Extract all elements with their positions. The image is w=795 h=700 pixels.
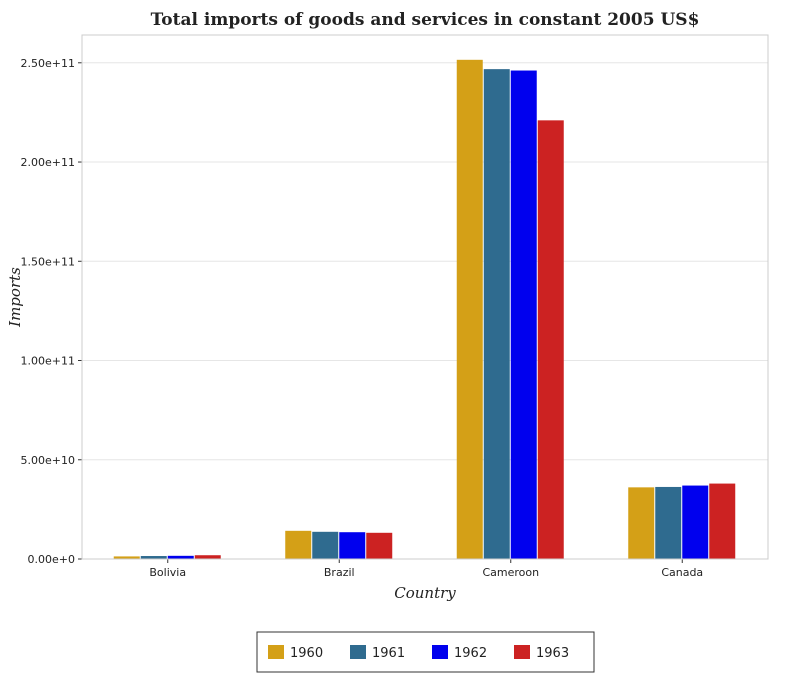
x-tick-label: Canada: [661, 566, 703, 579]
bar-brazil-1962: [339, 532, 366, 559]
bar-cameroon-1963: [537, 120, 564, 560]
y-axis-label: Imports: [6, 267, 24, 328]
legend-swatch-1960: [268, 645, 284, 659]
y-axis-ticks: 0.00e+0 5.00e+10 1.00e+11 1.50e+11 2.00e+11 2…: [21, 57, 82, 566]
y-tick-label: 0.00e+0: [28, 553, 75, 566]
legend-swatch-1962: [432, 645, 448, 659]
bar-brazil-1960: [285, 530, 312, 559]
bar-cameroon-1961: [483, 69, 510, 559]
x-axis-ticks: Bolivia Brazil Cameroon Canada: [149, 559, 703, 579]
y-tick-label: 2.50e+11: [21, 57, 75, 70]
legend-label-1961: 1961: [372, 646, 405, 661]
plot-frame: [81, 34, 769, 560]
bar-bolivia-1960: [113, 556, 140, 559]
legend-label-1960: 1960: [290, 646, 323, 661]
y-tick-label: 5.00e+10: [21, 454, 75, 467]
chart-title: Total imports of goods and services in c…: [151, 10, 700, 30]
bar-canada-1961: [655, 486, 682, 559]
y-tick-label: 2.00e+11: [21, 156, 75, 169]
legend-label-1963: 1963: [536, 646, 569, 661]
bar-bolivia-1963: [194, 555, 221, 559]
x-tick-label: Bolivia: [149, 566, 186, 579]
bar-cameroon-1962: [510, 70, 537, 560]
gridlines: [82, 62, 768, 560]
bar-canada-1963: [709, 483, 736, 559]
bar-bolivia-1961: [140, 556, 167, 559]
x-tick-label: Cameroon: [482, 566, 539, 579]
y-tick-label: 1.00e+11: [21, 355, 75, 368]
legend: 1960 1961 1962 1963: [256, 631, 595, 673]
legend-swatch-1963: [514, 645, 530, 659]
bars: [113, 59, 736, 560]
x-tick-label: Brazil: [324, 566, 355, 579]
bar-bolivia-1962: [167, 555, 194, 559]
bar-brazil-1963: [366, 532, 393, 559]
legend-box: [256, 631, 595, 673]
bar-canada-1960: [628, 487, 655, 559]
bar-canada-1962: [682, 485, 709, 559]
bar-brazil-1961: [312, 531, 339, 559]
bar-cameroon-1960: [456, 59, 483, 559]
legend-swatch-1961: [350, 645, 366, 659]
y-tick-label: 1.50e+11: [21, 255, 75, 268]
legend-label-1962: 1962: [454, 646, 487, 661]
x-axis-label: Country: [394, 584, 456, 602]
